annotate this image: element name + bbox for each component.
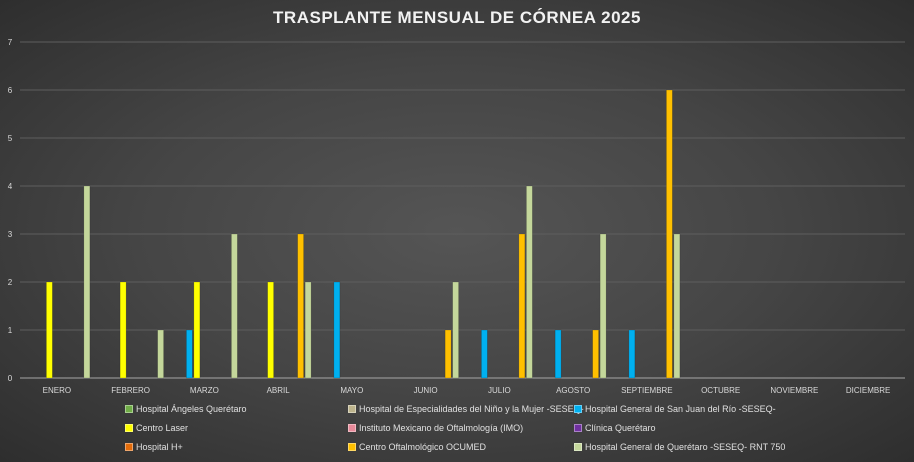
x-tick-label: FEBRERO — [111, 386, 150, 395]
y-tick-label: 1 — [8, 326, 13, 335]
legend-item: Hospital de Especialidades del Niño y la… — [348, 404, 584, 414]
legend-swatch — [348, 443, 356, 451]
legend-swatch — [574, 424, 582, 432]
legend-item: Instituto Mexicano de Oftalmología (IMO) — [348, 423, 523, 433]
y-tick-label: 4 — [8, 182, 13, 191]
legend-label: Hospital H+ — [136, 442, 183, 452]
x-tick-label: JUNIO — [414, 386, 438, 395]
bar — [46, 281, 53, 379]
x-tick-label: ABRIL — [267, 386, 291, 395]
chart-title: TRASPLANTE MENSUAL DE CÓRNEA 2025 — [273, 8, 641, 27]
x-tick-label: AGOSTO — [556, 386, 590, 395]
bar — [186, 329, 193, 379]
bar — [628, 329, 636, 379]
legend-swatch — [348, 424, 356, 432]
legend-label: Clínica Querétaro — [585, 423, 656, 433]
bar — [333, 281, 341, 379]
legend-label: Hospital General de San Juan del Río -SE… — [585, 404, 776, 414]
legend-item: Hospital Ángeles Querétaro — [125, 404, 247, 414]
legend-swatch — [125, 443, 133, 451]
bar — [304, 281, 312, 379]
bar — [83, 185, 91, 379]
x-tick-label: JULIO — [488, 386, 511, 395]
y-tick-label: 0 — [8, 374, 13, 383]
legend-swatch — [348, 405, 356, 413]
x-tick-label: MAYO — [340, 386, 363, 395]
legend-item: Centro Oftalmológico OCUMED — [348, 442, 486, 452]
bar — [481, 329, 488, 379]
bar — [518, 233, 526, 379]
y-tick-label: 7 — [8, 38, 13, 47]
x-tick-label: ENERO — [43, 386, 71, 395]
legend-swatch — [574, 443, 582, 451]
legend-label: Hospital Ángeles Querétaro — [136, 404, 247, 414]
legend-item: Hospital H+ — [125, 442, 183, 452]
legend-swatch — [125, 424, 133, 432]
bar — [444, 329, 452, 379]
legend-item: Clínica Querétaro — [574, 423, 656, 433]
bar — [599, 233, 607, 379]
bar — [592, 329, 599, 379]
x-tick-label: SEPTIEMBRE — [621, 386, 673, 395]
bar — [193, 281, 201, 379]
bar-chart: 0 1 2 3 4 5 6 7 ENERO FEBRERO MARZO ABRIL MAYO JUNIO J… — [8, 38, 905, 395]
bar — [157, 329, 164, 379]
legend: Hospital Ángeles Querétaro Hospital de Es… — [0, 404, 914, 462]
bar — [297, 233, 304, 379]
x-tick-label: NOVIEMBRE — [770, 386, 818, 395]
bar — [231, 233, 238, 379]
legend-label: Centro Laser — [136, 423, 189, 433]
legend-swatch — [125, 405, 133, 413]
bar — [554, 329, 562, 379]
legend-item: Hospital General de Querétaro -SESEQ- RN… — [574, 442, 785, 452]
x-tick-label: MARZO — [190, 386, 219, 395]
bar — [673, 233, 681, 379]
y-tick-label: 6 — [8, 86, 13, 95]
x-tick-label: DICIEMBRE — [846, 386, 890, 395]
legend-swatch — [574, 405, 582, 413]
legend-label: Instituto Mexicano de Oftalmología (IMO) — [359, 423, 524, 433]
y-tick-label: 2 — [8, 278, 13, 287]
bar — [666, 89, 673, 379]
legend-item: Centro Laser — [125, 423, 188, 433]
bar — [119, 281, 127, 379]
legend-label: Hospital de Especialidades del Niño y la… — [359, 404, 584, 414]
legend-item: Hospital General de San Juan del Río -SE… — [574, 404, 776, 414]
bar — [452, 281, 459, 379]
legend-label: Hospital General de Querétaro -SESEQ- RN… — [585, 442, 786, 452]
x-tick-label: OCTUBRE — [701, 386, 740, 395]
legend-label: Centro Oftalmológico OCUMED — [359, 442, 487, 452]
bar — [526, 185, 533, 379]
y-tick-label: 5 — [8, 134, 13, 143]
y-tick-label: 3 — [8, 230, 13, 239]
bar — [267, 281, 274, 379]
